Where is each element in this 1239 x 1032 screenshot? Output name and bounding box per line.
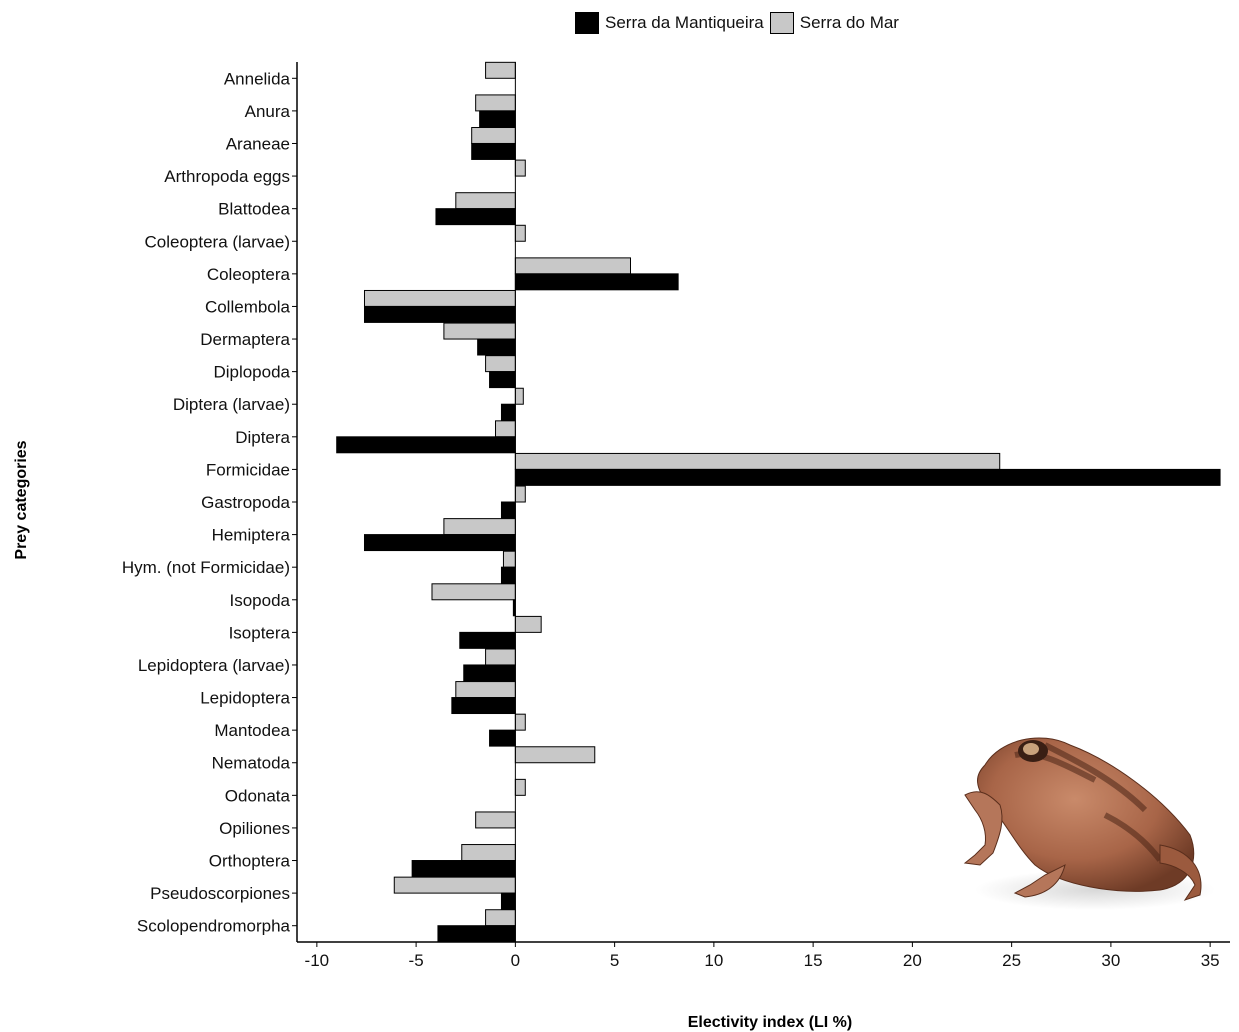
y-tick-label: Formicidae bbox=[206, 460, 290, 479]
y-tick-label: Diptera (larvae) bbox=[173, 395, 290, 414]
x-tick-label: 25 bbox=[1002, 951, 1021, 970]
bar-mantiqueira-24 bbox=[411, 860, 516, 877]
y-tick-label: Orthoptera bbox=[209, 852, 291, 871]
legend-swatch-mar bbox=[769, 12, 794, 34]
bar-mantiqueira-1 bbox=[479, 110, 516, 128]
bar-mar-15 bbox=[502, 550, 516, 568]
bar-mar-5 bbox=[514, 224, 526, 242]
bar-mar-6 bbox=[514, 257, 631, 275]
y-tick-label: Collembola bbox=[205, 297, 291, 316]
y-tick-label: Arthropoda eggs bbox=[164, 167, 290, 186]
y-tick-label: Coleoptera (larvae) bbox=[144, 232, 290, 251]
y-tick-label: Diplopoda bbox=[213, 363, 290, 382]
x-tick-label: 30 bbox=[1101, 951, 1120, 970]
y-tick-label: Coleoptera bbox=[207, 265, 291, 284]
y-tick-label: Blattodea bbox=[218, 200, 290, 219]
y-tick-label: Hemiptera bbox=[212, 526, 291, 545]
bar-mar-10 bbox=[514, 387, 524, 405]
y-tick-label: Isoptera bbox=[229, 623, 291, 642]
bar-mantiqueira-15 bbox=[500, 566, 516, 584]
x-tick-label: -10 bbox=[305, 951, 330, 970]
bar-mantiqueira-8 bbox=[477, 338, 516, 356]
bar-mar-25 bbox=[393, 876, 516, 894]
x-axis-title: Electivity index (LI %) bbox=[688, 1014, 852, 1031]
bar-mantiqueira-12 bbox=[514, 468, 1221, 486]
y-tick-label: Anura bbox=[245, 102, 291, 121]
y-tick-label: Mantodea bbox=[214, 721, 290, 740]
x-tick-label: 35 bbox=[1201, 951, 1220, 970]
frog-photo bbox=[963, 737, 1215, 910]
bar-mantiqueira-4 bbox=[435, 208, 516, 226]
bar-mar-22 bbox=[514, 778, 526, 796]
bar-mantiqueira-10 bbox=[500, 403, 516, 421]
bar-mantiqueira-11 bbox=[336, 436, 516, 454]
x-tick-label: 0 bbox=[511, 951, 520, 970]
bar-mar-16 bbox=[431, 583, 516, 601]
bar-mantiqueira-6 bbox=[514, 273, 679, 291]
x-tick-label: -5 bbox=[409, 951, 424, 970]
y-tick-label: Lepidoptera bbox=[200, 689, 290, 708]
legend-swatch-mantiqueira bbox=[575, 12, 599, 34]
bar-mar-17 bbox=[514, 615, 542, 633]
x-tick-label: 20 bbox=[903, 951, 922, 970]
bar-mar-11 bbox=[495, 420, 516, 438]
bar-mar-14 bbox=[443, 518, 516, 536]
bar-mantiqueira-25 bbox=[500, 892, 516, 910]
x-tick-label: 10 bbox=[704, 951, 723, 970]
y-tick-label: Odonata bbox=[225, 786, 291, 805]
bar-mar-26 bbox=[485, 909, 516, 927]
y-axis-title: Prey categories bbox=[13, 440, 30, 559]
legend: Serra da Mantiqueira Serra do Mar bbox=[575, 10, 899, 36]
bar-mantiqueira-9 bbox=[489, 371, 516, 389]
y-tick-label: Pseudoscorpiones bbox=[150, 884, 290, 903]
bar-mar-0 bbox=[485, 61, 516, 79]
bar-mar-21 bbox=[514, 746, 596, 764]
bar-mantiqueira-2 bbox=[471, 142, 516, 160]
bar-mar-1 bbox=[475, 94, 516, 112]
bar-mantiqueira-20 bbox=[489, 729, 516, 747]
legend-item-mantiqueira: Serra da Mantiqueira bbox=[575, 12, 764, 34]
bar-mar-7 bbox=[363, 289, 516, 307]
bars-group bbox=[336, 61, 1221, 943]
y-tick-label: Gastropoda bbox=[201, 493, 290, 512]
legend-item-mar: Serra do Mar bbox=[769, 12, 899, 34]
y-tick-label: Annelida bbox=[224, 69, 291, 88]
y-axis: Annelida Anura Araneae Arthropoda eggs Blatt… bbox=[122, 62, 298, 942]
y-tick-label: Isopoda bbox=[230, 591, 291, 610]
bar-mar-19 bbox=[455, 681, 516, 699]
bar-mar-8 bbox=[443, 322, 516, 340]
y-tick-label: Lepidoptera (larvae) bbox=[138, 656, 290, 675]
bar-mar-12 bbox=[514, 452, 1001, 470]
bar-mantiqueira-26 bbox=[437, 925, 516, 943]
bar-mar-3 bbox=[514, 159, 526, 177]
x-axis: -10 -5 0 5 10 15 20 25 30 35 bbox=[297, 941, 1230, 970]
x-tick-label: 15 bbox=[804, 951, 823, 970]
bar-mar-4 bbox=[455, 192, 516, 210]
bar-mantiqueira-17 bbox=[459, 631, 516, 649]
y-tick-label: Nematoda bbox=[212, 754, 291, 773]
bar-mar-18 bbox=[485, 648, 516, 666]
bar-mar-23 bbox=[475, 811, 516, 829]
y-tick-label: Araneae bbox=[226, 134, 290, 153]
bar-mantiqueira-18 bbox=[463, 664, 516, 682]
x-tick-label: 5 bbox=[610, 951, 619, 970]
bar-mar-9 bbox=[485, 355, 516, 373]
legend-label-mar: Serra do Mar bbox=[799, 13, 899, 32]
bar-mar-13 bbox=[514, 485, 526, 503]
bar-mar-24 bbox=[461, 844, 516, 862]
y-tick-label: Hym. (not Formicidae) bbox=[122, 558, 290, 577]
bar-mantiqueira-19 bbox=[451, 697, 516, 715]
y-tick-label: Diptera bbox=[235, 428, 290, 447]
y-tick-label: Opiliones bbox=[219, 819, 290, 838]
y-tick-label: Dermaptera bbox=[200, 330, 290, 349]
bar-mantiqueira-7 bbox=[363, 305, 516, 323]
bar-mar-2 bbox=[471, 127, 516, 144]
bar-mar-20 bbox=[514, 713, 526, 731]
y-tick-label: Scolopendromorpha bbox=[137, 917, 291, 936]
bar-mantiqueira-13 bbox=[500, 501, 516, 519]
legend-label-mantiqueira: Serra da Mantiqueira bbox=[605, 13, 764, 32]
bar-mantiqueira-14 bbox=[363, 534, 516, 552]
